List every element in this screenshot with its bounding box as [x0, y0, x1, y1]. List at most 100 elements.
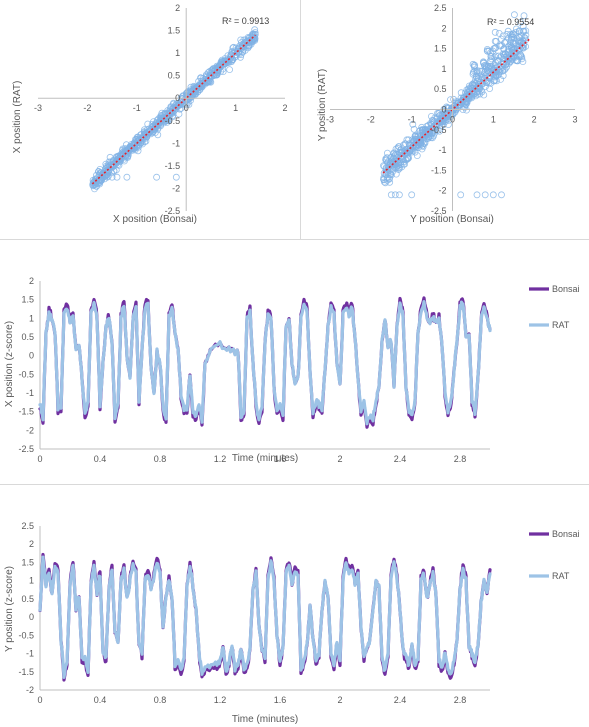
scatter-point	[444, 121, 452, 128]
y-tick-label: -2	[26, 425, 34, 435]
scatter-point	[499, 32, 507, 40]
scatter-point	[244, 39, 252, 46]
scatter-points	[380, 11, 530, 199]
scatter-point	[473, 68, 481, 76]
x-tick-label: -1	[133, 103, 141, 113]
x-tick-label: 0	[450, 115, 455, 125]
scatter-point	[513, 25, 520, 33]
scatter-point	[398, 163, 406, 171]
y-tick-label: -0.5	[165, 116, 181, 126]
y-tick-label: 1.5	[168, 26, 181, 36]
y-tick-label: -1	[26, 388, 34, 398]
scatter-point	[469, 80, 476, 88]
scatter-point	[209, 65, 217, 72]
scatter-point	[478, 73, 486, 80]
scatter-point	[503, 53, 511, 61]
scatter-point	[520, 12, 528, 20]
scatter-point	[108, 173, 116, 181]
legend-label-bonsai: Bonsai	[552, 284, 580, 294]
scatter-point	[508, 35, 516, 43]
scatter-point	[200, 80, 208, 87]
y-tick-label: -1.5	[18, 407, 34, 417]
line-chart-y-position: 0 0.4 0.8 1.2 1.6 2 2.4 2.8 -2 -1.5 -1 -0.5 0 0.5 1 1.…	[4, 521, 580, 725]
scatter-point	[142, 137, 150, 145]
scatter-point	[461, 103, 469, 111]
scatter-point	[455, 99, 463, 106]
y-tick-label: -0.5	[431, 125, 447, 135]
x-tick-label: 0.8	[154, 695, 167, 705]
scatter-point	[176, 101, 184, 109]
y-tick-label: 0	[29, 612, 34, 622]
scatter-point	[183, 101, 191, 108]
x-tick-labels: 0 0.4 0.8 1.2 1.6 2 2.4 2.8	[37, 695, 466, 705]
y-tick-label: -1.5	[165, 161, 181, 171]
scatter-point	[392, 150, 400, 158]
scatter-point	[153, 173, 161, 181]
scatter-point	[204, 79, 212, 86]
y-tick-label: -0.5	[18, 369, 34, 379]
scatter-point	[164, 117, 171, 124]
scatter-point	[383, 176, 391, 184]
scatter-point	[409, 142, 417, 150]
scatter-point	[498, 42, 506, 49]
x-tick-label: 1.2	[214, 454, 227, 464]
y-axis-title: X position (z-score)	[4, 321, 15, 407]
scatter-point	[226, 55, 234, 63]
scatter-point	[399, 152, 407, 160]
scatter-point	[473, 191, 481, 199]
scatter-point	[505, 46, 513, 53]
scatter-point	[469, 89, 477, 97]
scatter-point	[130, 140, 138, 148]
y-tick-label: -0.5	[18, 630, 34, 640]
scatter-point	[499, 60, 507, 68]
scatter-point	[250, 35, 258, 43]
scatter-point	[449, 110, 457, 118]
x-tick-label: 0	[184, 103, 189, 113]
scatter-point	[427, 120, 434, 127]
y-tick-label: 2.5	[434, 3, 447, 13]
scatter-y-position: -3 -2 -1 0 1 2 3 -2.5-2-1.5-1-0.500.511.522.5 …	[317, 3, 578, 225]
scatter-point	[487, 72, 494, 80]
y-tick-label: 0.5	[21, 332, 34, 342]
scatter-points	[89, 26, 259, 193]
scatter-point	[392, 159, 400, 167]
scatter-point	[409, 137, 417, 145]
scatter-point	[493, 77, 501, 85]
y-tick-label: 0.5	[21, 594, 34, 604]
scatter-point	[452, 98, 460, 105]
x-tick-label: 0	[37, 695, 42, 705]
scatter-point	[513, 42, 520, 50]
r-squared-label: R² = 0.9554	[487, 17, 534, 27]
x-tick-label: -1	[408, 115, 416, 125]
scatter-point	[214, 66, 222, 74]
scatter-point	[222, 57, 230, 64]
scatter-point	[457, 94, 465, 102]
scatter-point	[418, 125, 426, 133]
y-tick-label: 0	[441, 105, 446, 115]
scatter-point	[383, 149, 391, 157]
y-tick-label: 1	[441, 64, 446, 74]
y-tick-labels: -2.5 -2 -1.5 -1 -0.5 0 0.5 1 1.5 2	[18, 276, 34, 454]
scatter-point	[143, 126, 151, 134]
y-tick-labels: -2.5 -2 -1.5 -1 -0.5 0 0.5 1 1.5 2 2.5	[431, 3, 447, 216]
scatter-point	[173, 100, 181, 107]
r-squared-label: R² = 0.9913	[222, 16, 269, 26]
y-tick-labels: -2 -1.5 -1 -0.5 0 0.5 1 1.5 2 2.5	[18, 521, 34, 695]
scatter-point	[206, 73, 214, 81]
y-tick-label: 0	[29, 351, 34, 361]
scatter-point	[492, 38, 500, 45]
x-tick-label: 1.2	[214, 695, 227, 705]
scatter-point	[98, 176, 106, 184]
scatter-point	[224, 57, 232, 64]
scatter-point	[392, 164, 400, 172]
scatter-point	[405, 136, 413, 144]
scatter-point	[483, 79, 491, 86]
scatter-point	[383, 154, 391, 162]
x-tick-label: 2.8	[454, 695, 467, 705]
scatter-point	[113, 173, 121, 181]
scatter-point	[507, 38, 515, 46]
y-tick-label: -2.5	[431, 206, 447, 216]
scatter-point	[230, 43, 238, 51]
scatter-point	[476, 67, 484, 75]
scatter-point	[103, 166, 111, 174]
